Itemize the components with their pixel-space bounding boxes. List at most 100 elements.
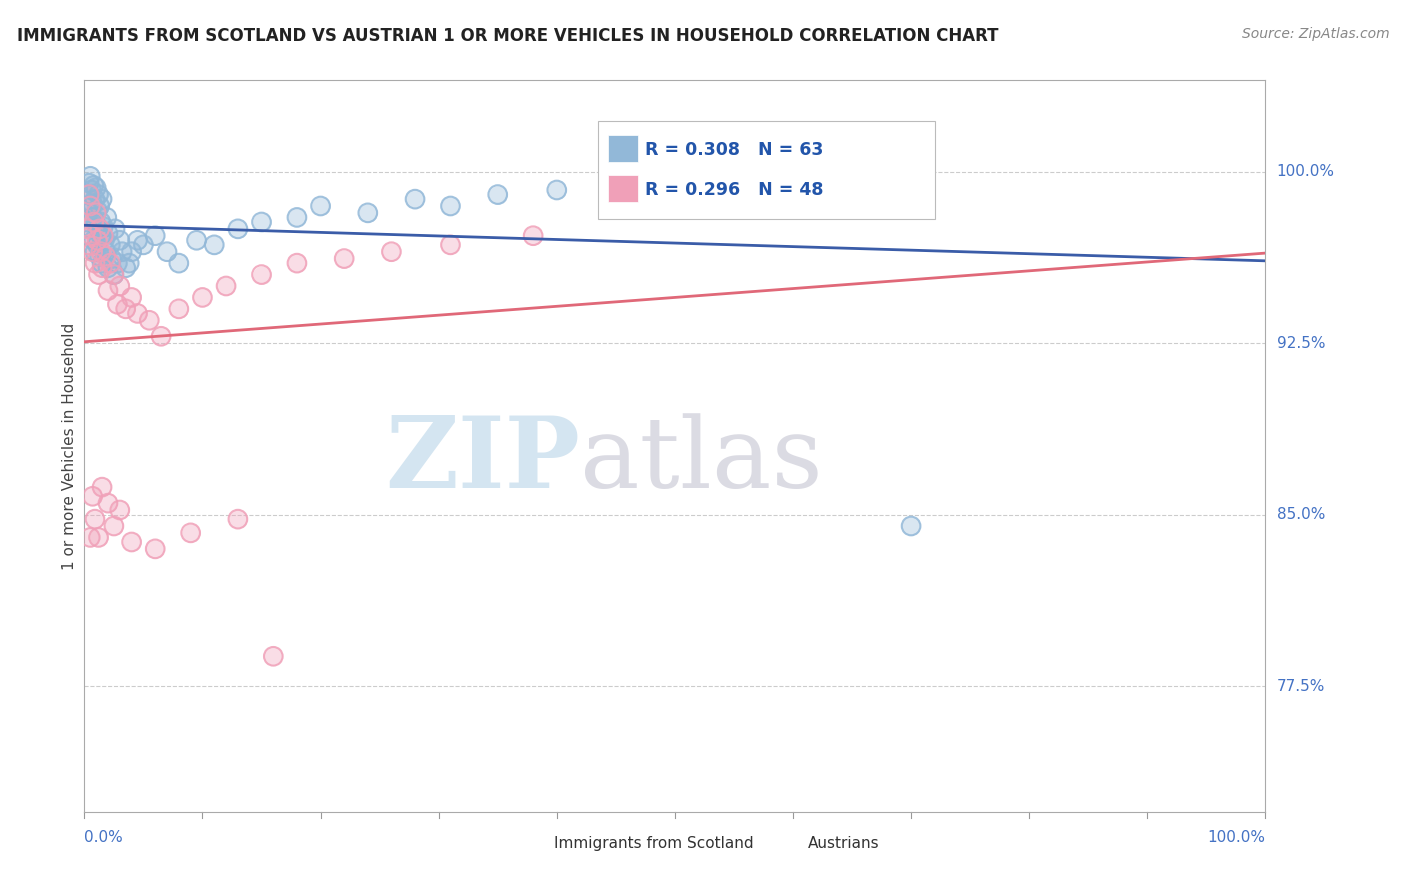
Point [186,233,208,247]
Point [107,297,129,311]
Point [121,535,143,549]
Point [121,290,143,304]
Point [333,252,356,266]
Point [91,228,114,243]
Point [250,215,273,229]
Point [86,238,108,252]
Point [127,306,149,320]
Point [90,244,112,259]
Point [77,238,100,252]
Point [82,196,104,211]
FancyBboxPatch shape [607,136,638,162]
Point [711,171,734,186]
Point [83,233,105,247]
Point [285,211,308,225]
Point [76,215,98,229]
Point [770,180,793,194]
Point [80,222,103,236]
Point [121,244,143,259]
Point [82,244,104,259]
Point [108,279,131,293]
Point [96,211,118,225]
Point [87,530,110,544]
Point [84,512,107,526]
Point [83,233,105,247]
Point [84,206,107,220]
Point [180,525,202,540]
FancyBboxPatch shape [607,176,638,202]
Point [93,233,115,247]
Point [86,233,108,247]
Point [143,541,166,556]
Point [82,244,104,259]
Point [89,222,111,236]
Point [215,279,238,293]
Point [90,244,112,259]
Point [84,256,107,270]
Point [77,206,100,220]
Point [226,512,249,526]
Point [546,183,568,197]
Point [143,228,166,243]
Point [770,180,793,194]
Point [285,211,308,225]
Point [90,215,112,229]
Point [111,244,134,259]
Point [357,206,380,220]
Point [79,169,101,184]
Point [79,199,101,213]
Point [76,222,98,236]
Point [84,244,107,259]
Point [91,219,114,234]
Point [91,228,114,243]
Point [127,306,149,320]
Point [91,480,114,494]
Point [118,256,141,270]
Text: 85.0%: 85.0% [1277,507,1324,522]
Point [138,313,160,327]
Point [80,228,103,243]
Point [80,228,103,243]
Point [841,169,863,184]
Point [83,215,105,229]
Point [87,222,110,236]
Point [156,244,179,259]
Point [380,244,402,259]
Point [97,284,120,298]
Point [87,222,110,236]
Point [114,260,136,275]
Point [97,496,120,510]
Point [262,649,284,664]
Point [94,249,117,263]
Point [143,541,166,556]
Point [77,176,100,190]
Point [82,211,104,225]
Point [202,238,225,252]
Text: 100.0%: 100.0% [1208,830,1265,845]
Point [546,183,568,197]
Point [87,268,110,282]
Point [91,192,114,206]
Point [77,206,100,220]
Point [93,233,115,247]
Point [98,256,121,270]
Point [94,244,117,259]
Point [121,244,143,259]
Point [108,279,131,293]
FancyBboxPatch shape [598,120,935,219]
Point [107,256,129,270]
Point [91,192,114,206]
Point [83,215,105,229]
Point [605,178,627,193]
Point [114,260,136,275]
Point [79,169,101,184]
Point [82,196,104,211]
Point [91,256,114,270]
Y-axis label: 1 or more Vehicles in Household: 1 or more Vehicles in Household [62,322,77,570]
Point [82,211,104,225]
Point [167,301,190,316]
Point [180,525,202,540]
Point [97,260,120,275]
Point [486,187,509,202]
Point [89,249,111,263]
